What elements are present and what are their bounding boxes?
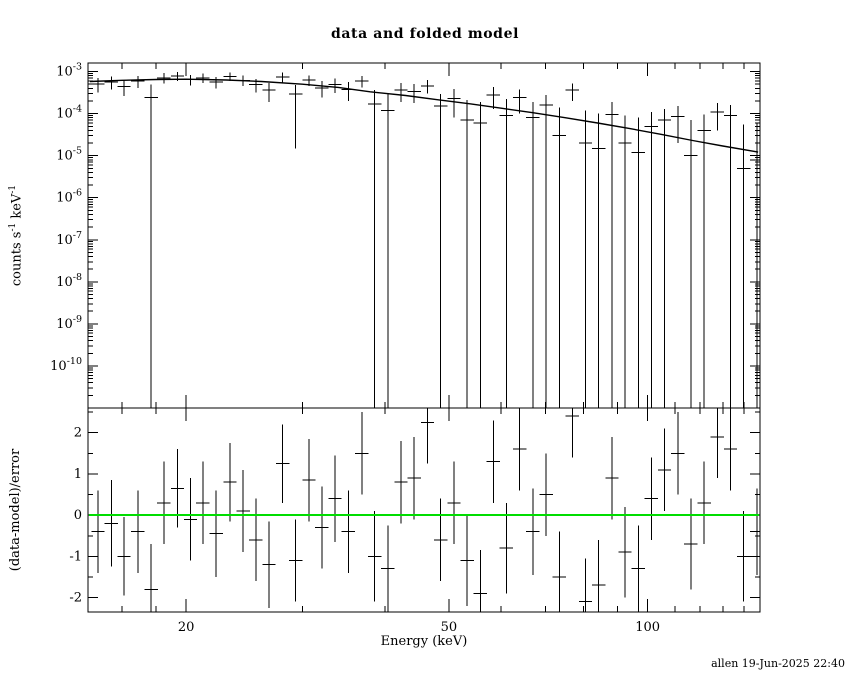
axis-ticks [88, 63, 760, 612]
plot-title: data and folded model [331, 26, 519, 42]
x-axis-label: Energy (keV) [380, 634, 468, 649]
svg-text:1: 1 [74, 467, 82, 482]
svg-text:-1: -1 [69, 549, 82, 564]
svg-text:10-5: 10-5 [56, 146, 82, 164]
svg-text:2: 2 [74, 426, 82, 441]
svg-text:10-4: 10-4 [56, 104, 82, 122]
svg-text:100: 100 [635, 620, 660, 635]
svg-text:10-8: 10-8 [56, 272, 82, 290]
svg-text:10-9: 10-9 [56, 314, 82, 332]
svg-text:10-7: 10-7 [56, 230, 82, 248]
svg-text:10-6: 10-6 [56, 188, 82, 206]
y-axis-label-counts: counts s-1 keV-1 [8, 184, 25, 287]
svg-text:-2: -2 [69, 591, 82, 606]
model-line [89, 78, 759, 153]
svg-text:10-3: 10-3 [56, 62, 82, 80]
svg-text:0: 0 [74, 508, 82, 523]
plot-frame [87, 62, 761, 613]
svg-text:50: 50 [441, 620, 458, 635]
tick-labels: 10-3 10-4 10-5 10-6 10-7 10-8 10-9 10-10 -2 -1 0 1 2… [50, 62, 660, 635]
spectrum-data [91, 71, 760, 408]
y-axis-label-residuals: (data-model)/error [8, 448, 23, 572]
svg-text:10-10: 10-10 [50, 356, 82, 374]
footer-user-timestamp: allen 19-Jun-2025 22:40 [711, 657, 845, 670]
svg-text:20: 20 [178, 620, 195, 635]
residual-data [91, 408, 760, 612]
